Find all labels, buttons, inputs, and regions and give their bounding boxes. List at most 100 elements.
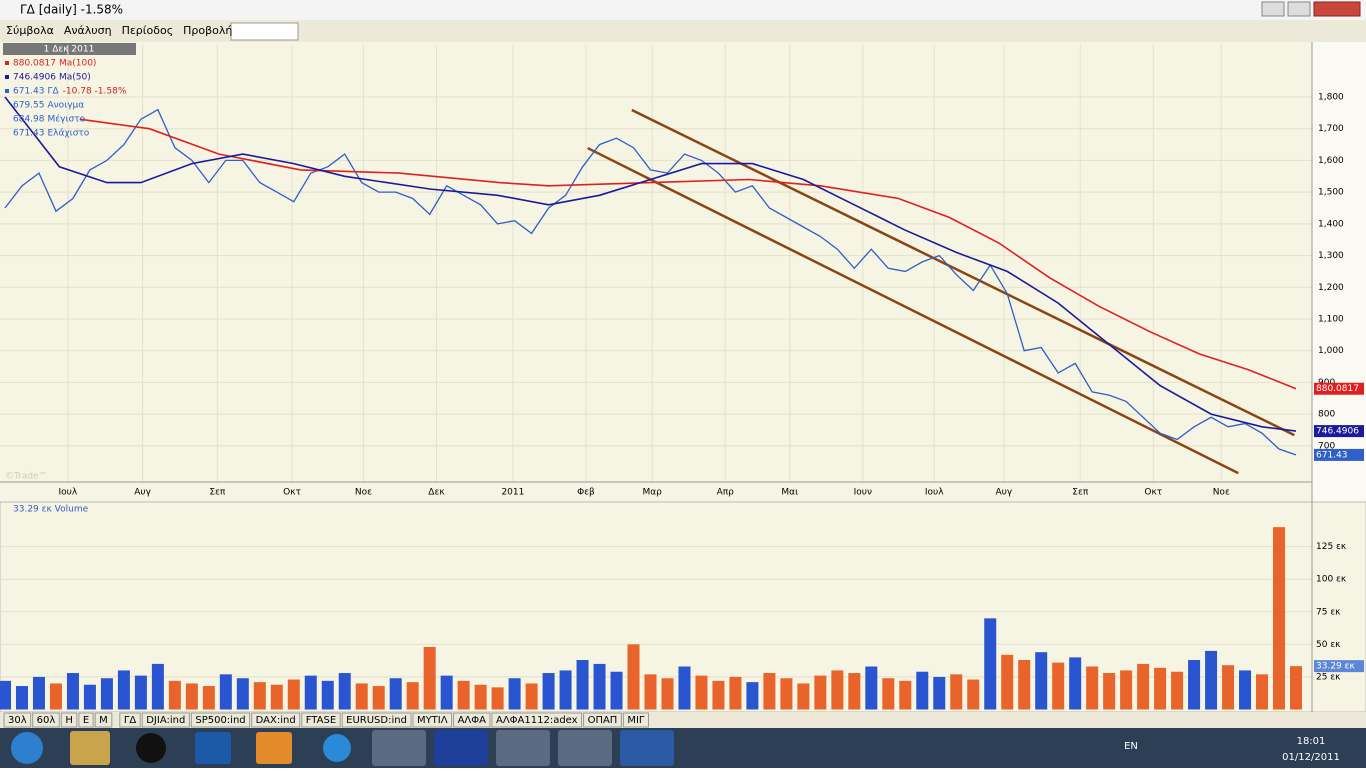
volume-bar [780, 678, 793, 710]
tab[interactable]: 60λ [37, 715, 56, 726]
tab[interactable]: ΜΥΤΙΛ [417, 715, 448, 726]
tab-frame[interactable] [251, 712, 301, 728]
taskbar-icon[interactable] [136, 733, 166, 763]
volume-bar [66, 673, 79, 710]
tab-frame[interactable] [60, 712, 78, 728]
ohlc-value: 679.55 [13, 101, 45, 111]
last-value-label: 746.4906 [1316, 427, 1359, 437]
tab-frame[interactable] [622, 712, 649, 728]
volume-bar [729, 676, 742, 710]
volume-bar [304, 675, 317, 710]
taskbar-icon[interactable] [195, 732, 231, 764]
moving-average-line [79, 118, 1297, 390]
tab[interactable]: ΑΛΦΑ1112:adex [496, 715, 578, 726]
clock-time[interactable]: 18:01 [1297, 736, 1326, 747]
tab[interactable]: ΜΙΓ [627, 715, 645, 726]
clock-date[interactable]: 01/12/2011 [1282, 752, 1340, 763]
last-value-label: 880.0817 [1316, 384, 1359, 394]
menu-item[interactable]: Ανάλυση [64, 24, 112, 37]
legend-name: ΓΔ [48, 87, 60, 97]
volume-bar [865, 666, 878, 710]
x-tick-label: Νοε [1213, 488, 1230, 498]
volume-bar [610, 671, 623, 710]
volume-bar [1290, 666, 1302, 710]
tab-frame[interactable] [491, 712, 583, 728]
tab[interactable]: DAX:ind [256, 715, 296, 726]
tab-frame[interactable] [78, 712, 94, 728]
tab-frame[interactable] [583, 712, 622, 728]
tab-frame[interactable] [119, 712, 141, 728]
tab-frame[interactable] [190, 712, 251, 728]
minimize-button[interactable] [1261, 1, 1285, 17]
menu-item[interactable]: Περίοδος [122, 24, 174, 37]
x-tick-label: Ιουν [854, 488, 872, 498]
tab-frame[interactable] [94, 712, 113, 728]
volume-bar [984, 618, 997, 710]
menu-item[interactable]: Προβολή [183, 24, 232, 37]
volume-bar [542, 673, 555, 710]
tab-frame[interactable] [412, 712, 453, 728]
volume-bar [287, 679, 300, 710]
x-tick-label: 2011 [501, 488, 524, 498]
volume-bar [712, 680, 725, 710]
legend-value: 880.0817 [13, 59, 56, 69]
close-button[interactable] [1313, 1, 1361, 17]
tab[interactable]: 30λ [8, 715, 27, 726]
tab[interactable]: FTASE [306, 715, 336, 726]
tab-frame[interactable] [301, 712, 341, 728]
language[interactable]: EN [1124, 741, 1138, 752]
volume-bar [848, 673, 861, 710]
maximize-button[interactable] [1287, 1, 1311, 17]
taskbar-icon[interactable] [620, 730, 674, 766]
volume-bar [559, 670, 572, 710]
tab[interactable]: Μ [99, 715, 108, 726]
menu-item[interactable]: Σύμβολα [6, 24, 54, 37]
taskbar-icon[interactable] [323, 734, 351, 762]
tab[interactable]: ΑΛΦΑ [458, 715, 487, 726]
tab-frame[interactable] [453, 712, 491, 728]
x-tick-label: Σεπ [209, 488, 226, 498]
taskbar-icon[interactable] [434, 730, 488, 766]
last-value-box [1314, 448, 1364, 461]
last-value-box [1314, 660, 1364, 673]
x-tick-label: Ιουλ [925, 488, 944, 498]
x-tick-label: Αυγ [995, 488, 1012, 498]
y-tick-label: 100 εκ [1316, 575, 1347, 585]
tab[interactable]: ΟΠΑΠ [588, 715, 618, 726]
volume-bar [440, 675, 453, 710]
tab-frame[interactable] [32, 712, 60, 728]
tab[interactable]: ΓΔ [124, 715, 137, 726]
y-tick-label: 1,600 [1318, 156, 1344, 166]
volume-bar [1205, 650, 1218, 710]
tab-frame[interactable] [3, 712, 32, 728]
volume-bar [1154, 667, 1167, 710]
tab-frame[interactable] [341, 712, 412, 728]
taskbar-icon[interactable] [558, 730, 612, 766]
volume-bar [168, 680, 181, 710]
start-button[interactable] [11, 732, 43, 764]
tab-frame[interactable] [141, 712, 190, 728]
volume-bar [1222, 665, 1235, 710]
taskbar-icon[interactable] [70, 731, 110, 765]
tab[interactable]: Η [65, 715, 73, 726]
taskbar-icon[interactable] [372, 730, 426, 766]
tab[interactable]: SP500:ind [195, 715, 245, 726]
tab[interactable]: Ε [83, 715, 89, 726]
volume-bar [338, 673, 351, 710]
x-tick-label: Μαρ [642, 488, 662, 498]
volume-bar [933, 676, 946, 710]
price-line [4, 108, 1297, 456]
taskbar-icon[interactable] [256, 732, 292, 764]
legend-name: Ma(50) [59, 73, 91, 83]
symbol-input[interactable] [230, 22, 299, 41]
legend-swatch [5, 61, 9, 65]
taskbar-icon[interactable] [496, 730, 550, 766]
volume-bar [882, 678, 895, 710]
volume-legend: 33.29 εκ Volume [13, 505, 89, 515]
volume-bar [1086, 666, 1099, 710]
menu-bar [0, 20, 1366, 42]
tab[interactable]: DJIA:ind [146, 715, 185, 726]
x-tick-label: Απρ [717, 488, 735, 498]
tab[interactable]: EURUSD:ind [346, 715, 407, 726]
